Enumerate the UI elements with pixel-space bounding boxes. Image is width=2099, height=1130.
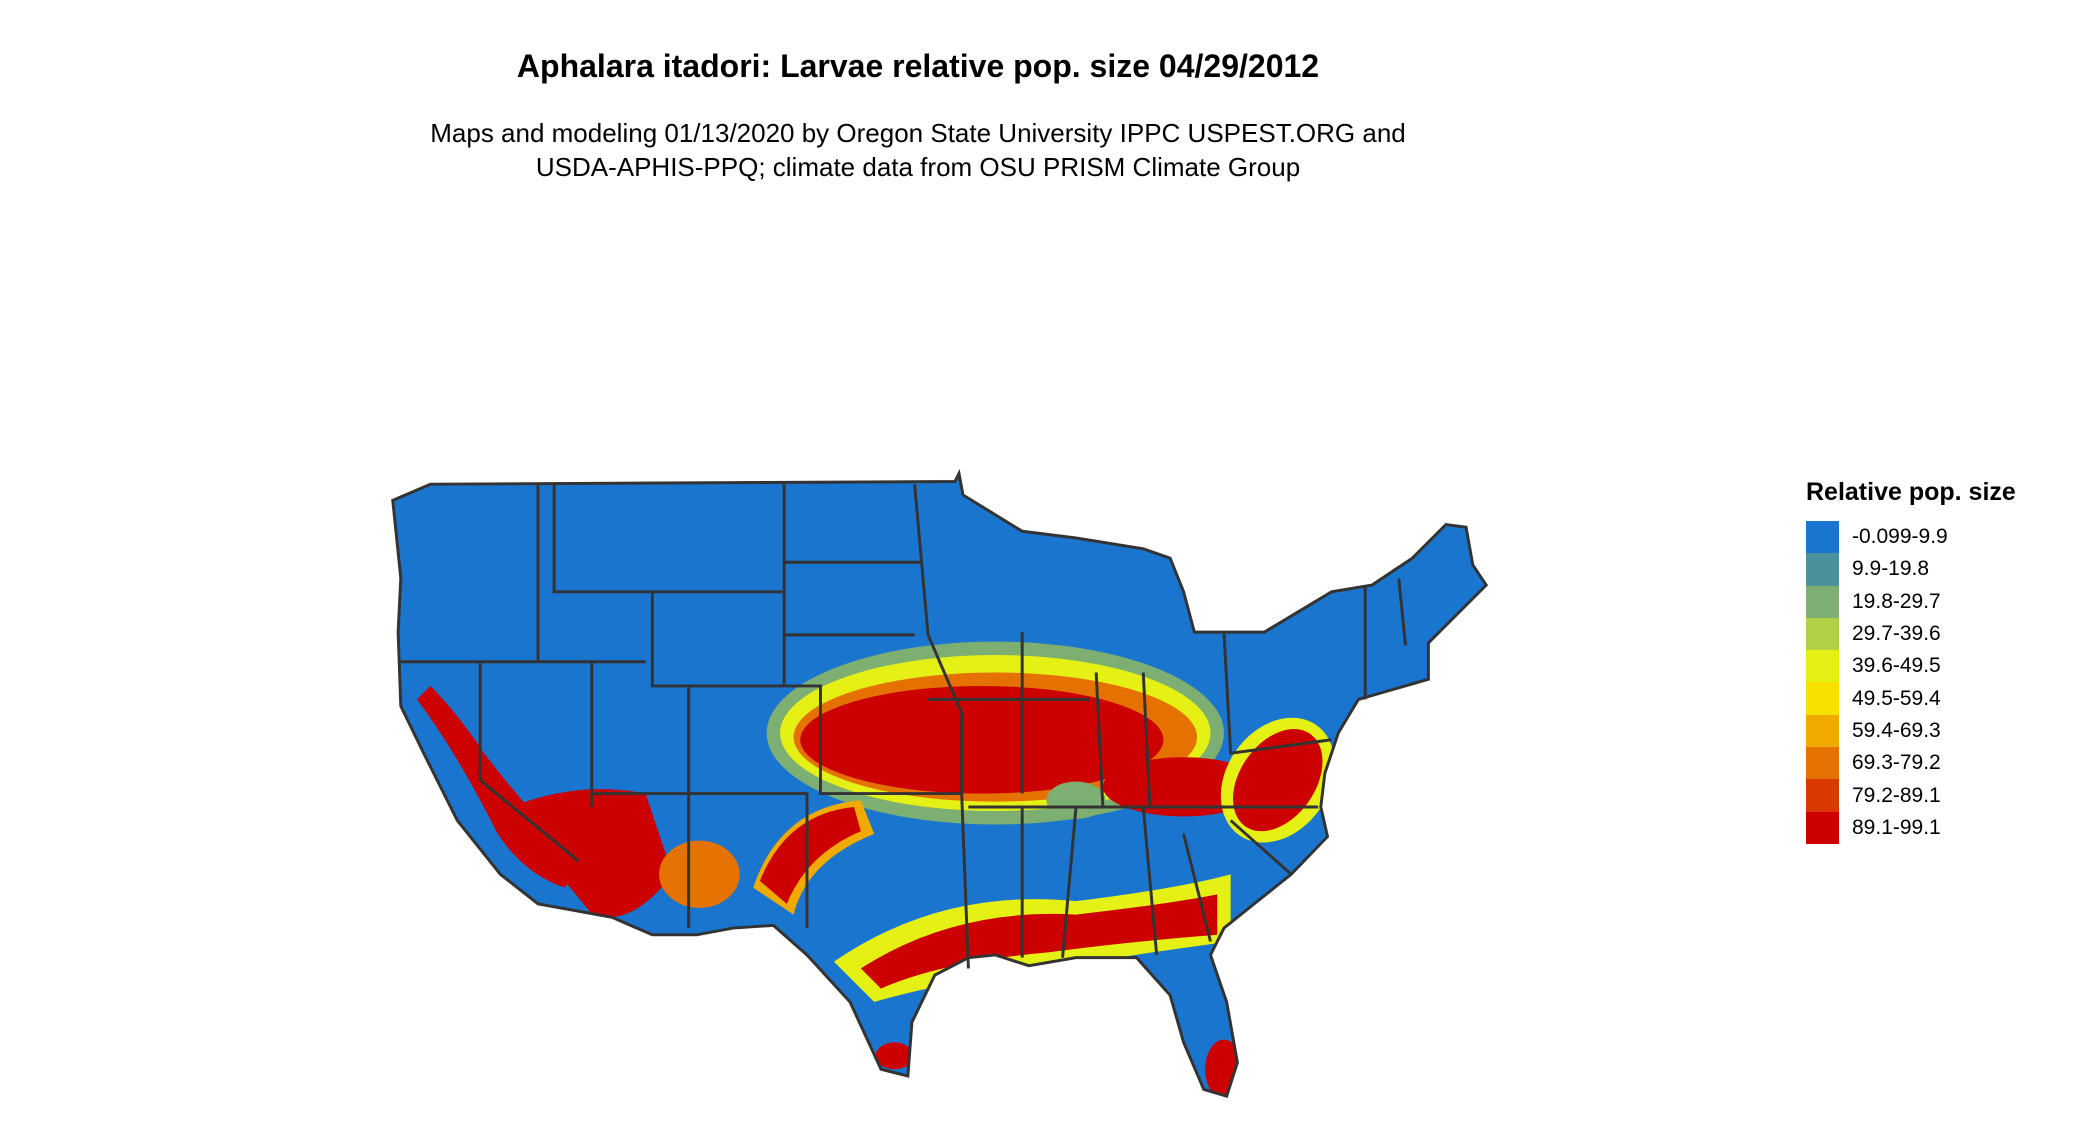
legend-label: 9.9-19.8 (1852, 557, 1930, 581)
legend-label: 89.1-99.1 (1852, 815, 1941, 839)
legend-label: 29.7-39.6 (1852, 622, 1941, 646)
legend-swatch (1806, 747, 1839, 780)
map-subtitle: Maps and modeling 01/13/2020 by Oregon S… (0, 116, 1836, 184)
legend-swatch (1806, 617, 1839, 651)
legend-item: 49.5-59.4 (1806, 682, 2016, 715)
state-borders (391, 472, 1488, 1098)
legend-item: 79.2-89.1 (1806, 779, 2016, 812)
legend: Relative pop. size -0.099-9.9 9.9-19.8 19.… (1806, 478, 2016, 844)
legend-label: 69.3-79.2 (1852, 751, 1941, 775)
legend-swatch (1806, 585, 1839, 618)
legend-item: 29.7-39.6 (1806, 617, 2016, 651)
band-south-red (860, 894, 1218, 989)
legend-swatch (1806, 521, 1839, 554)
legend-label: 19.8-29.7 (1852, 589, 1941, 613)
legend-item: -0.099-9.9 (1806, 521, 2016, 554)
legend-label: 79.2-89.1 (1852, 783, 1941, 807)
legend-label: 49.5-59.4 (1852, 686, 1941, 710)
subtitle-line-2: USDA-APHIS-PPQ; climate data from OSU PR… (535, 152, 1301, 182)
legend-item: 19.8-29.7 (1806, 585, 2016, 618)
subtitle-line-1: Maps and modeling 01/13/2020 by Oregon S… (430, 118, 1406, 148)
band-texas-tip-red (875, 1042, 914, 1070)
band-tn-green (1046, 781, 1106, 820)
band-central-red (800, 685, 1164, 794)
legend-item: 59.4-69.3 (1806, 714, 2016, 748)
legend-swatch (1806, 811, 1839, 844)
legend-swatch (1806, 682, 1839, 715)
legend-title: Relative pop. size (1806, 478, 2016, 506)
legend-label: 39.6-49.5 (1852, 654, 1941, 678)
band-nm-orange (659, 840, 740, 908)
legend-label: -0.099-9.9 (1852, 525, 1948, 549)
heat-raster (392, 473, 1487, 1097)
legend-swatch (1806, 553, 1839, 586)
legend-item: 69.3-79.2 (1806, 747, 2016, 780)
legend-swatch (1806, 779, 1839, 812)
legend-item: 89.1-99.1 (1806, 811, 2016, 844)
legend-item: 39.6-49.5 (1806, 650, 2016, 683)
legend-item: 9.9-19.8 (1806, 553, 2016, 586)
band-arizona-red (511, 789, 673, 918)
map-title: Aphalara itadori: Larvae relative pop. s… (516, 48, 1320, 84)
legend-label: 59.4-69.3 (1852, 718, 1941, 742)
legend-swatch (1806, 650, 1839, 683)
band-texas-red (759, 807, 861, 904)
legend-swatch (1806, 714, 1839, 748)
